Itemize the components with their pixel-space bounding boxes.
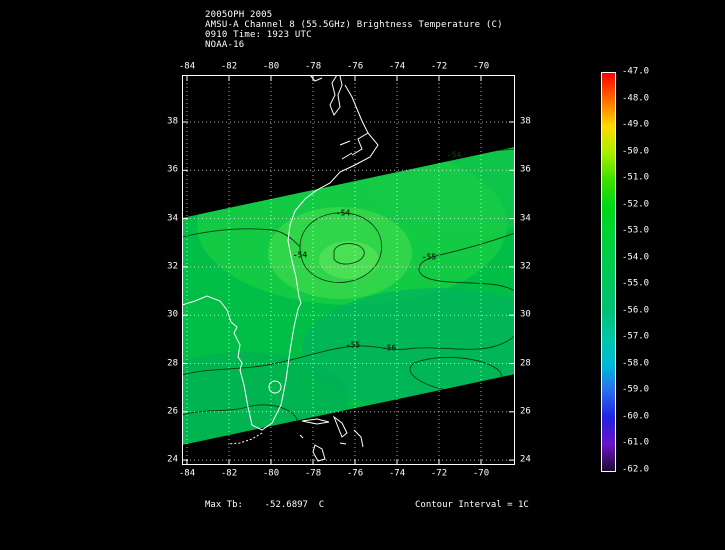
max-tb-readout: Max Tb: -52.6897 C xyxy=(205,500,325,510)
contour-line xyxy=(418,232,515,292)
y-tick-label-right: 30 xyxy=(520,309,531,320)
contour-line xyxy=(333,243,365,265)
brightness-temperature-swath xyxy=(182,147,515,445)
outer-banks-sounds xyxy=(339,132,369,160)
y-tick-label-left: 36 xyxy=(167,164,178,175)
y-tick-label-right: 28 xyxy=(520,358,531,368)
colorbar-tick-label: -62.0 xyxy=(622,464,650,475)
contour-label: -54 xyxy=(335,208,351,218)
colorbar-tick-label: -61.0 xyxy=(622,437,650,448)
contour-label: -55 xyxy=(421,252,437,262)
colorbar-tick-label: -57.0 xyxy=(622,331,650,342)
contour-label: -54 xyxy=(292,250,308,260)
y-tick-label-left: 24 xyxy=(167,454,178,465)
coastlines xyxy=(182,75,379,462)
colorbar-tick-label: -56.0 xyxy=(622,305,650,316)
contour-label: -54 xyxy=(446,150,462,160)
title-satellite: NOAA-16 xyxy=(205,40,245,50)
y-tick-label-right: 26 xyxy=(520,406,531,417)
colorbar-tick-label: -50.0 xyxy=(622,146,650,157)
x-tick-label-bottom: -80 xyxy=(262,468,280,479)
x-tick-label-bottom: -82 xyxy=(220,468,238,479)
y-tick-label-left: 30 xyxy=(167,309,178,320)
x-tick-label-bottom: -72 xyxy=(430,468,448,479)
colorbar-tick-label: -53.0 xyxy=(622,225,650,236)
contour-label: -56 xyxy=(381,343,397,353)
x-tick-label-bottom: -76 xyxy=(346,468,364,479)
x-tick-label-top: -84 xyxy=(178,61,196,72)
colorbar-gradient xyxy=(601,72,616,472)
contour-label: -55 xyxy=(345,340,361,350)
colorbar-tick-label: -47.0 xyxy=(622,66,650,77)
contour-line xyxy=(182,334,515,376)
y-tick-label-left: 38 xyxy=(167,116,178,127)
map-plot xyxy=(182,75,515,465)
y-tick-label-right: 38 xyxy=(520,116,531,127)
contour-interval-label: Contour Interval = 1C xyxy=(415,500,529,510)
florida-keys xyxy=(227,432,263,445)
contour-line xyxy=(182,228,301,248)
colorbar-tick-label: -51.0 xyxy=(622,172,650,183)
y-tick-label-left: 28 xyxy=(167,358,178,368)
x-tick-label-bottom: -84 xyxy=(178,468,196,479)
y-tick-label-right: 36 xyxy=(520,164,531,175)
x-tick-label-bottom: -74 xyxy=(388,468,406,479)
bahamas-islands xyxy=(299,415,364,462)
title-dataset: 2005OPH 2005 xyxy=(205,10,273,20)
x-tick-label-top: -74 xyxy=(388,61,406,72)
colorbar-tick-label: -59.0 xyxy=(622,384,650,395)
x-tick-label-top: -82 xyxy=(220,61,238,72)
grid-layer xyxy=(182,75,515,465)
colorbar-tick-label: -48.0 xyxy=(622,93,650,104)
x-tick-label-top: -70 xyxy=(472,61,490,72)
y-tick-label-left: 26 xyxy=(167,406,178,417)
atlantic-florida-coastline xyxy=(182,84,379,431)
y-tick-label-right: 32 xyxy=(520,261,531,272)
y-tick-label-right: 24 xyxy=(520,454,531,465)
x-tick-label-top: -72 xyxy=(430,61,448,72)
title-datetime: 0910 Time: 1923 UTC xyxy=(205,30,312,40)
colorbar-tick-label: -60.0 xyxy=(622,411,650,422)
colorbar-tick-label: -49.0 xyxy=(622,119,650,130)
x-tick-label-top: -80 xyxy=(262,61,280,72)
colorbar-tick-label: -54.0 xyxy=(622,252,650,263)
lake-okeechobee xyxy=(268,380,282,394)
y-tick-label-left: 32 xyxy=(167,261,178,272)
colorbar-tick-label: -55.0 xyxy=(622,278,650,289)
y-tick-label-right: 34 xyxy=(520,213,531,224)
x-tick-label-bottom: -70 xyxy=(472,468,490,479)
y-tick-label-left: 34 xyxy=(167,213,178,224)
chesapeake-bay-coastline xyxy=(329,75,343,117)
x-tick-label-bottom: -78 xyxy=(304,468,322,479)
plot-frame xyxy=(182,75,515,465)
colorbar-tick-label: -58.0 xyxy=(622,358,650,369)
northeast-coast-fragment xyxy=(309,75,323,82)
title-product: AMSU-A Channel 8 (55.5GHz) Brightness Te… xyxy=(205,20,503,30)
x-tick-label-top: -78 xyxy=(304,61,322,72)
contour-line xyxy=(182,404,299,428)
contour-line xyxy=(299,212,383,283)
x-tick-label-top: -76 xyxy=(346,61,364,72)
colorbar-tick-label: -52.0 xyxy=(622,199,650,210)
